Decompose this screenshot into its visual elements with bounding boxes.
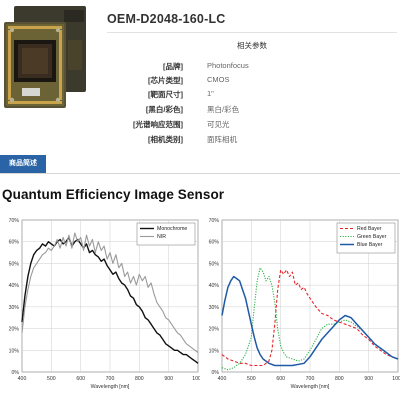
y-tick-label: 50% — [9, 261, 20, 267]
section-title: Quantum Efficiency Image Sensor — [2, 187, 225, 202]
qe-chart-bayer: 0% 10% 20% 30% 40% 50% 60% 70% 400 500 600 700 800 90… — [209, 218, 400, 390]
y-tick-label: 10% — [9, 348, 20, 354]
series-line-monochrome — [21, 236, 199, 364]
spec-key: [黑白/彩色] — [145, 105, 183, 114]
y-tick-label: 30% — [9, 305, 20, 311]
spec-key: [芯片类型] — [148, 76, 183, 85]
spec-row-camera-type: [相机类别] 面阵相机 — [107, 134, 397, 148]
x-tick-label: 500 — [247, 376, 256, 382]
specs-header: 相关参数 — [237, 41, 267, 50]
y-tick-label: 0% — [212, 370, 220, 376]
tab-product-description[interactable]: 商品简述 — [0, 155, 46, 173]
description-tab-bar: 商品简述 — [0, 155, 400, 174]
x-tick-label: 700 — [306, 376, 315, 382]
x-tick-label: 400 — [18, 376, 27, 382]
y-tick-label: 0% — [12, 370, 20, 376]
spec-value: 1" — [207, 89, 214, 98]
spec-row-brand: [品牌] Photonfocus — [107, 61, 397, 75]
product-image[interactable] — [0, 0, 96, 118]
spec-row-sensor-size: [靶面尺寸] 1" — [107, 89, 397, 103]
legend-label: Monochrome — [157, 226, 187, 232]
x-tick-label: 700 — [106, 376, 115, 382]
series-line-blue-bayer — [221, 275, 399, 367]
x-tick-label: 500 — [47, 376, 56, 382]
spec-row-chip-type: [芯片类型] CMOS — [107, 75, 397, 89]
y-tick-label: 20% — [209, 327, 220, 333]
x-axis-label: Wavelength [nm] — [291, 384, 330, 390]
y-tick-label: 20% — [9, 327, 20, 333]
spec-key: [靶面尺寸] — [148, 90, 183, 99]
product-title: OEM-D2048-160-LC — [107, 12, 226, 26]
legend-label: Green Bayer — [357, 234, 387, 240]
x-tick-label: 600 — [276, 376, 285, 382]
camera-board-photo — [4, 6, 86, 108]
spec-key: [品牌] — [163, 62, 183, 71]
spec-row-spectral-range: [光谱响应范围] 可见光 — [107, 119, 397, 133]
spec-key: [相机类别] — [148, 135, 183, 144]
legend-label: NIR — [157, 234, 166, 240]
spec-value: 可见光 — [207, 120, 230, 129]
x-tick-label: 900 — [164, 376, 173, 382]
qe-chart-monochrome: 0% 10% 20% 30% 40% 50% 60% 70% 400 500 600 700 800 90… — [9, 218, 200, 390]
y-tick-label: 60% — [209, 240, 220, 246]
y-tick-label: 10% — [209, 348, 220, 354]
y-tick-label: 40% — [209, 283, 220, 289]
series-line-red-bayer — [221, 269, 399, 367]
y-tick-label: 60% — [9, 240, 20, 246]
y-tick-label: 40% — [9, 283, 20, 289]
legend-label: Blue Bayer — [357, 242, 383, 248]
legend-label: Red Bayer — [357, 226, 382, 232]
spec-value: 面阵相机 — [207, 135, 237, 144]
x-tick-label: 800 — [335, 376, 344, 382]
spec-row-color: [黑白/彩色] 黑白/彩色 — [107, 104, 397, 118]
x-axis-label: Wavelength [nm] — [91, 384, 130, 390]
x-tick-label: 1000 — [192, 376, 200, 382]
x-tick-label: 600 — [76, 376, 85, 382]
y-tick-label: 70% — [9, 218, 20, 224]
series-line-nir — [21, 232, 199, 353]
spec-value: CMOS — [207, 75, 230, 84]
x-tick-label: 800 — [135, 376, 144, 382]
x-tick-label: 900 — [364, 376, 373, 382]
x-tick-label: 1000 — [392, 376, 400, 382]
spec-key: [光谱响应范围] — [133, 120, 183, 129]
title-divider — [107, 32, 397, 33]
y-tick-label: 70% — [209, 218, 220, 224]
series-line-green-bayer — [221, 267, 399, 371]
x-tick-label: 400 — [218, 376, 227, 382]
y-tick-label: 50% — [209, 261, 220, 267]
spec-value: Photonfocus — [207, 61, 249, 70]
y-tick-label: 30% — [209, 305, 220, 311]
spec-value: 黑白/彩色 — [207, 105, 240, 114]
